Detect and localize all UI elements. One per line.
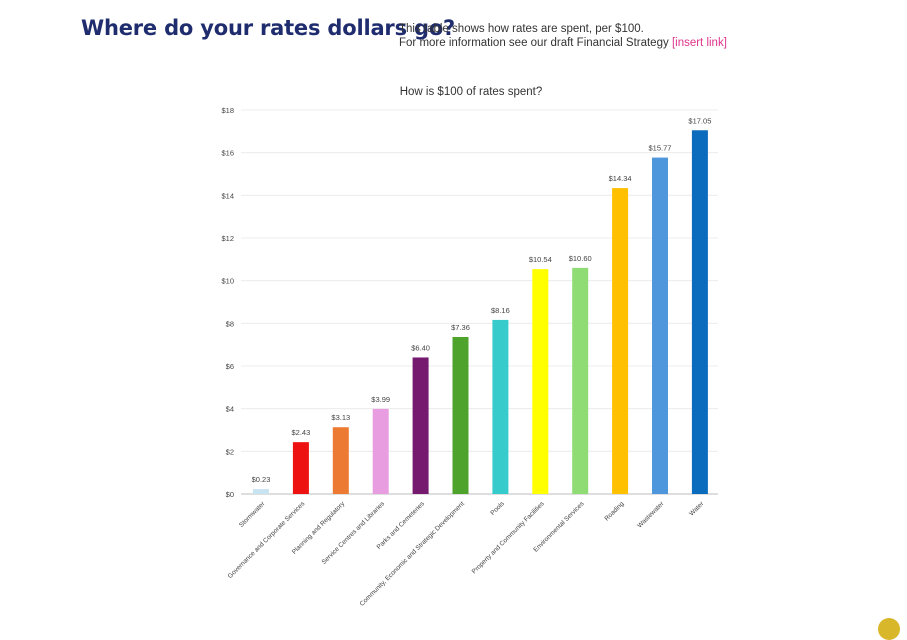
x-tick-label: Property and Community Facilities: [471, 500, 546, 575]
bar: [253, 489, 269, 494]
x-tick-label: Roading: [603, 500, 625, 522]
y-tick-label: $14: [221, 191, 234, 200]
bar: [372, 408, 389, 494]
x-tick-label: Pools: [489, 500, 506, 517]
intro-line-2-text: For more information see our draft Finan…: [399, 37, 669, 49]
bar: [492, 319, 509, 494]
x-tick-label: Governance and Corporate Services: [227, 500, 307, 580]
y-tick-label: $6: [226, 362, 234, 371]
bar: [412, 357, 429, 494]
data-label: $6.40: [411, 343, 430, 352]
y-tick-label: $0: [226, 490, 234, 499]
gridlines: [241, 109, 718, 495]
bar: [652, 157, 668, 494]
y-axis: $0 $2 $4 $6 $8 $10 $12 $14 $16 $18: [221, 106, 234, 499]
y-tick-label: $4: [226, 405, 234, 414]
data-labels: $0.23 $2.43 $3.13 $3.99 $6.40 $7.36 $8.16 $10.5…: [252, 116, 712, 484]
data-label: $3.99: [371, 395, 390, 404]
y-tick-label: $8: [226, 319, 234, 328]
data-label: $8.16: [491, 306, 510, 315]
chart-title: How is $100 of rates spent?: [400, 86, 543, 98]
page-title: Where do your rates dollars go?: [81, 16, 456, 40]
bar: [572, 267, 589, 494]
bar: [532, 269, 549, 494]
x-tick-label: Water: [688, 500, 706, 518]
bar: [691, 130, 708, 494]
data-label: $10.54: [529, 255, 552, 264]
data-label: $17.05: [688, 116, 711, 125]
y-tick-label: $2: [226, 447, 234, 456]
data-label: $10.60: [569, 254, 592, 263]
y-tick-label: $18: [221, 106, 234, 115]
bar: [332, 427, 349, 494]
help-badge[interactable]: [878, 618, 900, 640]
bar-chart: How is $100 of rates spent? $0 $2 $4 $6 $8 $1…: [221, 86, 718, 608]
intro-line-2: For more information see our draft Finan…: [399, 36, 727, 50]
intro-line-1: This table shows how rates are spent, pe…: [399, 23, 644, 35]
x-tick-label: Stormwater: [238, 500, 267, 529]
insert-link[interactable]: [insert link]: [671, 37, 727, 49]
data-label: $14.34: [609, 174, 632, 183]
data-label: $15.77: [649, 144, 672, 153]
y-tick-label: $10: [221, 277, 234, 286]
y-tick-label: $12: [221, 234, 234, 243]
bar: [612, 188, 629, 494]
intro-text: This table shows how rates are spent, pe…: [399, 22, 727, 50]
data-label: $3.13: [331, 413, 350, 422]
data-label: $0.23: [252, 475, 271, 484]
x-tick-label: Wastewater: [636, 500, 666, 530]
data-label: $7.36: [451, 323, 470, 332]
bar: [452, 336, 469, 494]
bar: [292, 442, 309, 494]
bars: [253, 130, 708, 494]
y-tick-label: $16: [221, 149, 234, 158]
data-label: $2.43: [292, 428, 311, 437]
